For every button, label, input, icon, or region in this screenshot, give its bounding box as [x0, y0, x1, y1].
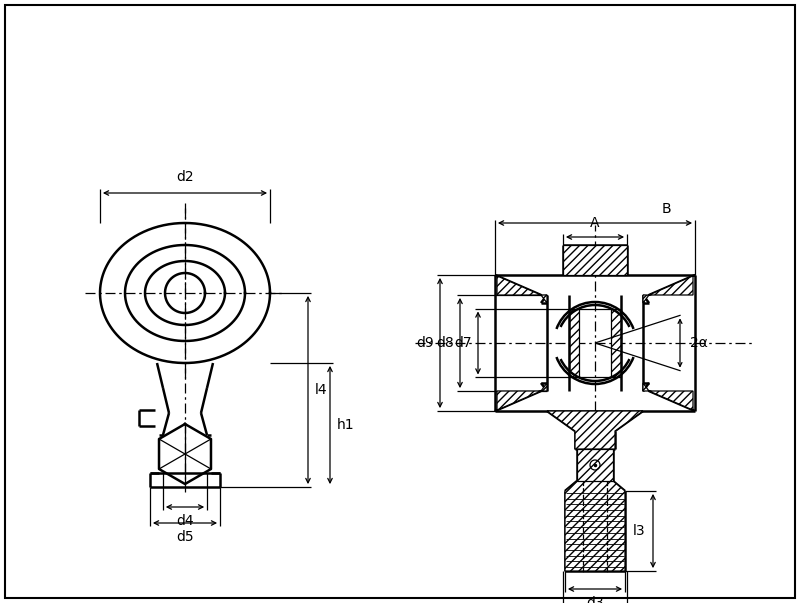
Text: d5: d5 [176, 530, 194, 544]
Polygon shape [577, 449, 613, 481]
Polygon shape [547, 411, 643, 449]
Text: B: B [661, 202, 671, 216]
Text: d3: d3 [586, 596, 604, 603]
Text: 2α: 2α [690, 336, 708, 350]
Text: l4: l4 [315, 383, 328, 397]
Text: h1: h1 [337, 418, 354, 432]
Polygon shape [495, 383, 547, 411]
Polygon shape [565, 481, 625, 571]
Polygon shape [611, 309, 621, 377]
Polygon shape [643, 275, 695, 303]
Polygon shape [643, 383, 695, 411]
Polygon shape [495, 275, 547, 303]
Text: d2: d2 [176, 170, 194, 184]
Text: d8: d8 [436, 336, 454, 350]
Text: A: A [590, 216, 600, 230]
Text: l3: l3 [632, 524, 645, 538]
Text: d4: d4 [176, 514, 194, 528]
Text: d9: d9 [416, 336, 434, 350]
Polygon shape [569, 309, 579, 377]
Polygon shape [563, 245, 627, 275]
Text: d7: d7 [454, 336, 472, 350]
